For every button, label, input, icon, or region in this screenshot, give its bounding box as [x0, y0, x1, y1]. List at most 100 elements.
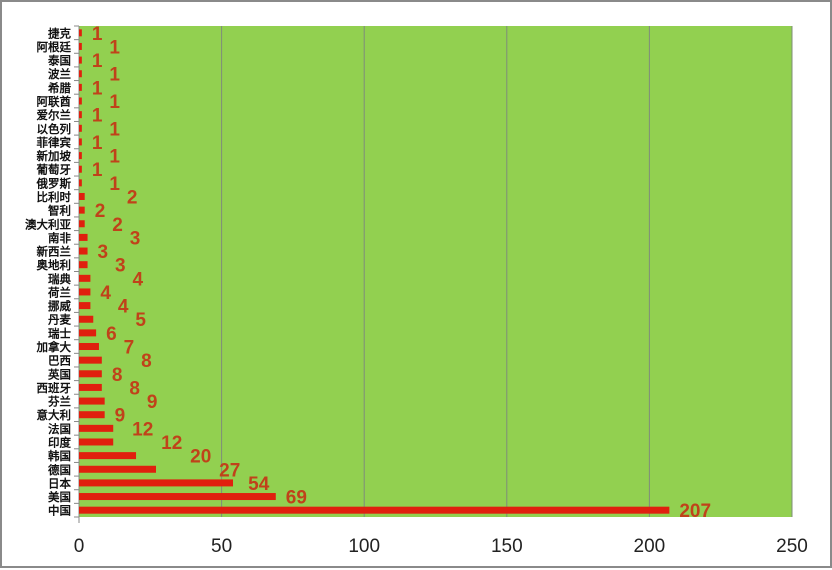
data-label: 6	[106, 324, 117, 345]
data-label: 8	[112, 365, 123, 386]
bar	[79, 411, 105, 419]
bar	[79, 288, 91, 296]
data-label: 3	[115, 256, 126, 277]
bar	[79, 506, 670, 514]
y-category-label: 新西兰	[37, 245, 72, 259]
y-category-label: 挪威	[48, 299, 71, 313]
bar	[79, 138, 82, 146]
bar	[79, 261, 88, 269]
y-category-label: 荷兰	[47, 285, 71, 299]
y-category-label: 菲律宾	[37, 135, 72, 149]
bar	[79, 70, 82, 78]
data-label: 1	[92, 24, 103, 45]
data-label: 7	[124, 338, 135, 359]
data-label: 1	[109, 119, 120, 140]
data-label: 2	[127, 187, 138, 208]
y-category-label: 德国	[47, 463, 71, 477]
data-label: 2	[112, 215, 123, 236]
data-label: 1	[92, 160, 103, 181]
data-label: 54	[248, 474, 270, 495]
data-label: 12	[161, 433, 182, 454]
x-tick-label: 150	[491, 536, 523, 557]
data-label: 12	[132, 419, 153, 440]
y-category-label: 捷克	[48, 26, 71, 40]
data-label: 1	[92, 106, 103, 127]
y-category-label: 韩国	[48, 449, 71, 463]
bar	[79, 438, 114, 446]
bar	[79, 56, 82, 64]
y-category-label: 瑞士	[48, 326, 71, 340]
y-category-label: 希腊	[47, 81, 71, 95]
y-category-label: 日本	[48, 476, 71, 490]
bar	[79, 111, 82, 119]
x-tick-label: 0	[74, 536, 85, 557]
y-category-label: 智利	[48, 204, 71, 218]
data-label: 1	[109, 37, 120, 58]
bar	[79, 397, 105, 405]
y-category-label: 意大利	[37, 408, 72, 422]
data-label: 1	[109, 65, 120, 86]
data-label: 27	[219, 460, 240, 481]
y-category-label: 比利时	[37, 190, 72, 204]
bar	[79, 315, 94, 323]
bar	[79, 302, 91, 310]
data-label: 3	[130, 228, 141, 249]
data-label: 9	[147, 392, 158, 413]
data-label: 1	[109, 174, 120, 195]
bar	[79, 29, 82, 37]
data-label: 9	[115, 406, 126, 427]
bar	[79, 356, 102, 364]
y-category-label: 巴西	[48, 354, 71, 368]
bar	[79, 152, 82, 160]
data-label: 1	[92, 133, 103, 154]
y-category-label: 西班牙	[37, 381, 72, 395]
y-category-label: 俄罗斯	[36, 176, 72, 190]
y-category-label: 英国	[47, 367, 71, 381]
bar	[79, 42, 82, 50]
data-label: 8	[129, 378, 140, 399]
y-category-label: 新加坡	[37, 149, 72, 163]
bar	[79, 124, 82, 132]
bar	[79, 220, 85, 228]
y-category-label: 澳大利亚	[25, 217, 71, 231]
data-label: 69	[286, 488, 307, 509]
data-label: 1	[92, 78, 103, 99]
data-label: 8	[141, 351, 152, 372]
plot-area	[79, 26, 792, 517]
data-label: 4	[133, 269, 144, 290]
bar	[79, 179, 82, 187]
bar	[79, 206, 85, 214]
data-label: 1	[92, 51, 103, 72]
y-category-label: 泰国	[47, 54, 71, 68]
y-category-label: 芬兰	[47, 395, 71, 409]
data-label: 3	[98, 242, 109, 263]
y-category-label: 法国	[48, 422, 71, 436]
y-category-label: 葡萄牙	[36, 163, 72, 177]
data-label: 1	[109, 92, 120, 113]
y-category-label: 印度	[48, 435, 71, 449]
y-category-label: 阿根廷	[37, 40, 72, 54]
bar	[79, 343, 99, 351]
x-tick-label: 50	[211, 536, 232, 557]
bar	[79, 465, 157, 473]
data-label: 207	[679, 501, 711, 522]
data-label: 4	[118, 297, 129, 318]
data-label: 5	[135, 310, 146, 331]
data-label: 20	[190, 447, 211, 468]
bar	[79, 97, 82, 105]
bar	[79, 192, 85, 200]
bar	[79, 452, 137, 460]
y-category-label: 中国	[48, 504, 71, 518]
y-category-label: 阿联酋	[37, 95, 72, 109]
bar	[79, 83, 82, 91]
x-tick-label: 250	[776, 536, 808, 557]
y-category-label: 爱尔兰	[37, 108, 72, 122]
y-category-label: 南非	[48, 231, 71, 245]
y-category-label: 以色列	[37, 122, 72, 136]
y-category-label: 瑞典	[48, 272, 71, 286]
bar	[79, 370, 102, 378]
y-category-label: 奥地利	[36, 258, 72, 272]
y-category-label: 丹麦	[48, 313, 71, 327]
